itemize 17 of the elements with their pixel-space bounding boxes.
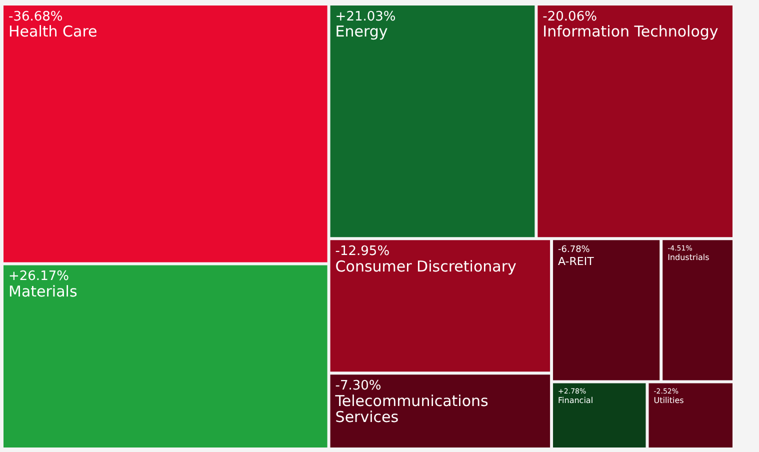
category-label: Industrials	[668, 253, 710, 262]
category-label: Information Technology	[542, 22, 718, 41]
category-label: Materials	[8, 282, 78, 300]
category-label: Financial	[558, 396, 594, 406]
category-label: Utilities	[654, 396, 684, 406]
category-label: Consumer Discretionary	[335, 257, 516, 276]
data-label: +21.03%	[335, 9, 396, 24]
data-label: -7.30%	[335, 378, 382, 394]
data-label: -12.95%	[335, 244, 390, 260]
data-label: -6.78%	[558, 244, 590, 255]
category-label: Telecommunications Services	[334, 392, 489, 426]
data-label: -20.06%	[542, 9, 597, 24]
category-label: Energy	[335, 22, 388, 41]
data-label: +26.17%	[8, 269, 69, 284]
data-label: -36.68%	[8, 9, 63, 24]
category-label: A-REIT	[558, 254, 594, 268]
category-label: Health Care	[8, 22, 98, 41]
